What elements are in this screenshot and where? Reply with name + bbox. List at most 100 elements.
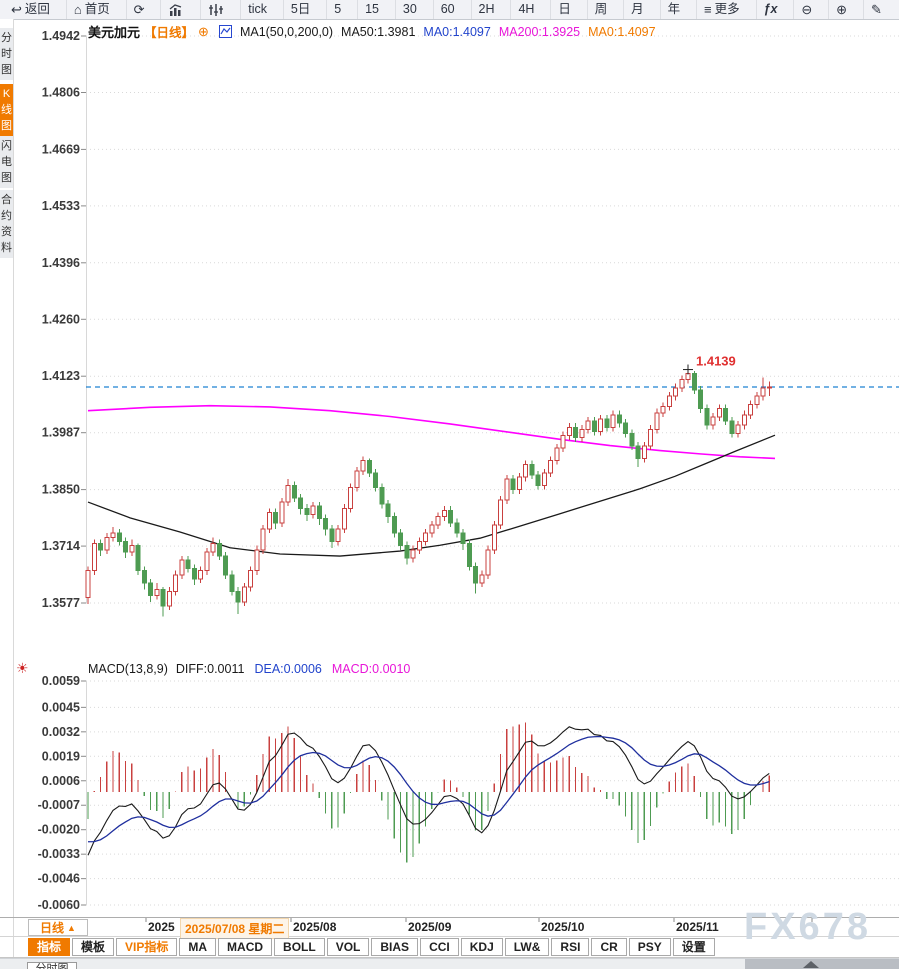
sidebar-tab-contract-info[interactable]: 合约资料 <box>0 190 13 258</box>
scroll-up-arrow-icon[interactable] <box>803 961 819 968</box>
mini-chart-icon[interactable] <box>218 25 232 38</box>
top-toolbar: ↩ 返回 ⌂ 首页 ⟳ tick 5日 5 15 30 60 2H 4H 日 周 月 年 ≡ 更多 ƒx ⊖ ⊕ ✎ <box>0 0 899 20</box>
indicator-tab-设置[interactable]: 设置 <box>672 938 715 956</box>
horizontal-scrollbar[interactable] <box>0 958 899 969</box>
period-month-button[interactable]: 月 <box>623 0 651 19</box>
macd-histogram <box>87 722 770 863</box>
tick-button[interactable]: tick <box>240 0 274 19</box>
indicator-tab-cr[interactable]: CR <box>591 938 627 956</box>
candle-chart-button[interactable] <box>200 0 231 19</box>
indicator-tab-cci[interactable]: CCI <box>420 938 459 956</box>
x-axis-year-label: 2025 <box>148 920 175 934</box>
indicator-tab-macd[interactable]: MACD <box>218 938 273 956</box>
period-year-button-label: 年 <box>667 2 681 16</box>
partial-bottom-tab[interactable]: 分时图 <box>27 962 77 969</box>
sidebar-tab-lightning-chart[interactable]: 闪电图 <box>0 136 13 188</box>
chart-header: 美元加元 【日线】 ⊕ MA1(50,0,200,0) MA50:1.3981 … <box>88 22 656 41</box>
period-day-button[interactable]: 日 <box>550 0 578 19</box>
period-15-button-label: 15 <box>365 2 380 16</box>
bar-chart-button[interactable] <box>160 0 191 19</box>
svg-text:-0.0046: -0.0046 <box>38 872 80 886</box>
ma0-blue-value: MA0:1.4097 <box>423 24 491 39</box>
plus-circle-icon[interactable]: ⊕ <box>198 23 209 39</box>
indicator-tab-psy[interactable]: PSY <box>628 938 671 956</box>
ma50-value: MA50:1.3981 <box>341 24 416 39</box>
svg-text:1.4806: 1.4806 <box>42 85 80 99</box>
indicator-tab-ma[interactable]: MA <box>179 938 217 956</box>
divider-below-xaxis <box>0 936 899 937</box>
period-week-button[interactable]: 周 <box>586 0 615 19</box>
zoom-out-button[interactable]: ⊖ <box>793 0 819 19</box>
indicator-tab-boll[interactable]: BOLL <box>274 938 325 956</box>
back-button-label: 返回 <box>24 2 50 16</box>
indicator-tab-lw[interactable]: LW& <box>504 938 550 956</box>
indicator-tab-rsi[interactable]: RSI <box>551 938 590 956</box>
x-axis-labels: 2025 2025/07/08 星期二 2025/08 2025/09 2025/10 2… <box>0 918 899 939</box>
more-button[interactable]: ≡ 更多 <box>696 0 747 19</box>
ma200-line <box>87 404 776 460</box>
x-axis-month-label-3: 2025/11 <box>676 920 719 934</box>
period-year-button[interactable]: 年 <box>659 0 688 19</box>
draw-button-icon: ✎ <box>870 2 882 17</box>
period-day-button-label: 日 <box>558 2 571 16</box>
home-button[interactable]: ⌂ 首页 <box>65 0 117 19</box>
svg-text:1.3577: 1.3577 <box>42 596 80 610</box>
indicator-tab-指标[interactable]: 指标 <box>28 938 71 956</box>
period-30-button[interactable]: 30 <box>394 0 424 19</box>
chevron-up-icon: ▲ <box>67 922 76 933</box>
ma0-orange-value: MA0:1.4097 <box>588 24 656 39</box>
zoom-in-button-icon: ⊕ <box>836 2 848 17</box>
indicator-tab-vol[interactable]: VOL <box>326 938 370 956</box>
zoom-out-button-icon: ⊖ <box>801 2 813 17</box>
macd-header: MACD(13,8,9) DIFF:0.0011 DEA:0.0006 MACD… <box>88 662 410 676</box>
period-5d-button[interactable]: 5日 <box>282 0 317 19</box>
scrollbar-thumb[interactable] <box>745 959 899 969</box>
indicator-settings-icon[interactable]: ☀ <box>16 660 29 676</box>
indicator-tab-bias[interactable]: BIAS <box>371 938 419 956</box>
svg-text:0.0006: 0.0006 <box>42 774 80 788</box>
watermark: FX678 <box>744 906 871 948</box>
macd-value: MACD:0.0010 <box>331 662 411 676</box>
period-5-button[interactable]: 5 <box>326 0 348 19</box>
period-60-button[interactable]: 60 <box>432 0 462 19</box>
home-button-label: 首页 <box>84 2 110 16</box>
more-button-icon: ≡ <box>704 2 712 17</box>
period-30-button-label: 30 <box>402 2 417 16</box>
indicator-tab-kdj[interactable]: KDJ <box>460 938 503 956</box>
indicator-tab-vip指标[interactable]: VIP指标 <box>116 938 178 956</box>
svg-text:1.4260: 1.4260 <box>42 312 80 326</box>
svg-text:1.4396: 1.4396 <box>42 256 80 270</box>
period-selector-button[interactable]: 日线 ▲ <box>28 919 88 936</box>
x-axis-month-label-0: 2025/08 <box>293 920 337 934</box>
svg-text:0.0019: 0.0019 <box>42 749 80 763</box>
svg-text:1.4123: 1.4123 <box>42 369 80 383</box>
sidebar-tab-kline-chart[interactable]: K线图 <box>0 84 13 136</box>
sidebar-tab-time-chart[interactable]: 分时图 <box>0 28 13 80</box>
refresh-button[interactable]: ⟳ <box>125 0 152 19</box>
back-button[interactable]: ↩ 返回 <box>4 0 57 19</box>
period-2h-button[interactable]: 2H <box>470 0 502 19</box>
svg-text:-0.0007: -0.0007 <box>38 798 80 812</box>
fx-button-label: ƒx <box>763 2 778 16</box>
zoom-in-button[interactable]: ⊕ <box>828 0 854 19</box>
axis-labels: 1.4942 1.4806 1.4669 1.4533 1.4396 1.4260 1.41… <box>38 29 80 912</box>
period-15-button[interactable]: 15 <box>357 0 386 19</box>
indicator-toolbar: 指标 模板 VIP指标 MA MACD BOLL VOL BIAS CCI KDJ LW& RSI CR… <box>28 938 717 956</box>
dea-value: DEA:0.0006 <box>254 662 322 676</box>
period-5-button-label: 5 <box>334 2 342 16</box>
diff-line <box>87 726 770 856</box>
period-2h-button-label: 2H <box>478 2 495 16</box>
sidebar: 分时图 K线图 闪电图合约资料 <box>0 19 14 958</box>
period-4h-button[interactable]: 4H <box>510 0 541 19</box>
indicator-tab-模板[interactable]: 模板 <box>72 938 115 956</box>
fx-button[interactable]: ƒx <box>755 0 785 19</box>
divider-above-xaxis <box>0 917 899 918</box>
draw-button[interactable]: ✎ <box>862 0 889 19</box>
high-annotation: 1.4139 <box>683 354 736 375</box>
x-axis-month-label-2: 2025/10 <box>541 920 585 934</box>
period-selector-label: 日线 <box>40 921 65 935</box>
symbol-title: 美元加元 <box>88 25 141 40</box>
svg-text:-0.0060: -0.0060 <box>38 898 80 912</box>
